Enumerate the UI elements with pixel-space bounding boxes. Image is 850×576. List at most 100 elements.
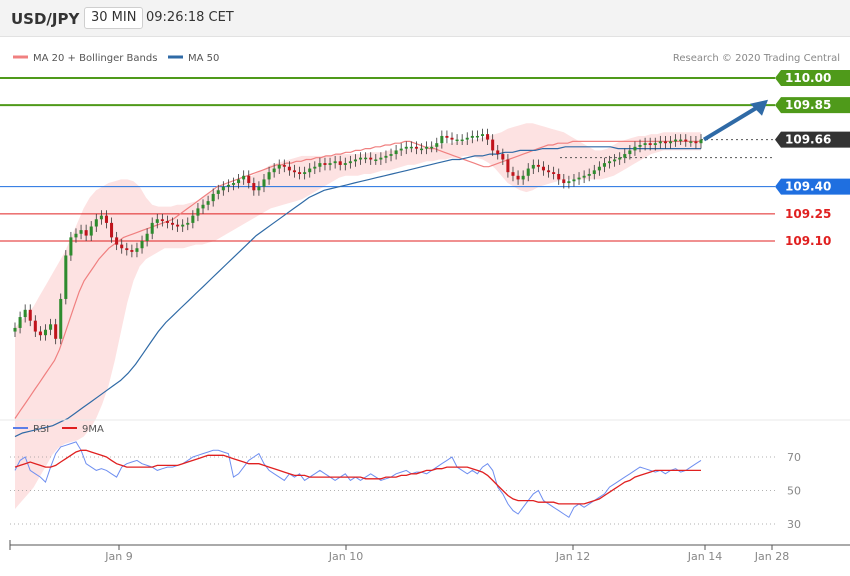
candle-body xyxy=(196,208,200,216)
candle xyxy=(414,141,418,155)
candle-body xyxy=(211,193,215,202)
level-label-box-1 xyxy=(775,97,850,114)
symbol-label: USD/JPY xyxy=(11,10,80,28)
candle-body xyxy=(99,215,103,220)
rsi-tick-label: 50 xyxy=(787,485,801,498)
candle-body xyxy=(663,141,667,144)
candle-body xyxy=(592,170,596,174)
candle-body xyxy=(389,154,393,156)
candle xyxy=(684,134,688,147)
candle xyxy=(348,155,352,169)
candle xyxy=(13,322,17,337)
ma50-legend-label: MA 50 xyxy=(188,53,219,64)
candle xyxy=(587,168,591,182)
x-axis-label: Jan 28 xyxy=(754,550,789,563)
rsi-legend-label: RSI xyxy=(33,424,49,435)
candle-body xyxy=(674,139,678,142)
candle xyxy=(699,134,703,149)
candle xyxy=(536,159,540,173)
candle-body xyxy=(242,175,246,180)
candle-body xyxy=(374,159,378,161)
candle xyxy=(531,159,535,174)
candle xyxy=(343,157,347,171)
rsi-tick-labels: 70 50 30 xyxy=(787,451,801,531)
candle-body xyxy=(257,186,261,191)
candle-body xyxy=(496,150,500,155)
candle xyxy=(374,154,378,165)
candle-body xyxy=(318,163,322,167)
candle xyxy=(272,163,276,178)
candle-body xyxy=(394,150,398,155)
candle xyxy=(252,177,256,196)
candle xyxy=(592,164,596,180)
rsi-9ma-line xyxy=(14,449,701,505)
candle-body xyxy=(262,179,266,187)
candle-body xyxy=(699,139,703,144)
candle-body xyxy=(181,224,185,227)
candle xyxy=(43,324,48,341)
candle xyxy=(292,164,297,178)
candle-body xyxy=(465,137,469,140)
candle xyxy=(237,173,241,189)
candle-body xyxy=(359,157,363,160)
candle-body xyxy=(94,219,98,227)
candle xyxy=(18,311,22,334)
candle-body xyxy=(445,135,449,138)
candle-body xyxy=(165,221,169,223)
candle xyxy=(308,163,312,178)
candle xyxy=(679,134,683,146)
x-axis-label: Jan 12 xyxy=(555,550,590,563)
candle xyxy=(674,134,678,147)
candle-body xyxy=(54,324,58,339)
rsi-tick-label: 30 xyxy=(787,518,801,531)
candle xyxy=(201,199,205,214)
candle-body xyxy=(308,168,312,173)
candle xyxy=(171,217,175,231)
candle xyxy=(379,152,383,165)
candle xyxy=(277,159,281,174)
projection-arrow-head xyxy=(750,99,768,116)
candle xyxy=(582,170,586,184)
candle-body xyxy=(582,175,586,178)
candle-body xyxy=(277,164,281,169)
candle-body xyxy=(480,134,485,136)
candle xyxy=(567,175,571,189)
candle-body xyxy=(541,166,545,171)
candle xyxy=(130,244,134,258)
candle-body xyxy=(33,320,37,332)
candle xyxy=(353,154,357,167)
candle-body xyxy=(608,161,612,164)
timeframe-button[interactable]: 30 MIN xyxy=(84,7,144,29)
candle-body xyxy=(679,139,683,142)
candle-body xyxy=(501,154,505,160)
candle-body xyxy=(572,179,576,182)
candle xyxy=(384,150,388,164)
candle-body xyxy=(511,172,515,176)
ma20-legend-label: MA 20 + Bollinger Bands xyxy=(33,53,157,64)
candle-body xyxy=(531,164,535,169)
candle-body xyxy=(470,135,474,138)
candle xyxy=(211,188,215,207)
candle-body xyxy=(658,141,662,144)
candle-body xyxy=(694,141,698,144)
candle xyxy=(613,154,617,167)
candle-body xyxy=(237,179,241,184)
candle xyxy=(496,145,500,160)
candle xyxy=(521,170,525,185)
candle xyxy=(287,161,291,176)
candle xyxy=(389,148,393,162)
candle xyxy=(663,135,667,149)
candle-body xyxy=(49,324,53,330)
candle-body xyxy=(69,237,73,256)
candle xyxy=(257,181,261,196)
candle xyxy=(216,184,220,200)
candle-body xyxy=(455,139,459,142)
candle-body xyxy=(13,327,17,332)
candle xyxy=(160,213,164,227)
candle-body xyxy=(115,237,119,245)
candle-body xyxy=(267,172,271,180)
candle xyxy=(282,159,286,173)
candle-body xyxy=(567,181,571,184)
x-axis-label: Jan 10 xyxy=(328,550,363,563)
